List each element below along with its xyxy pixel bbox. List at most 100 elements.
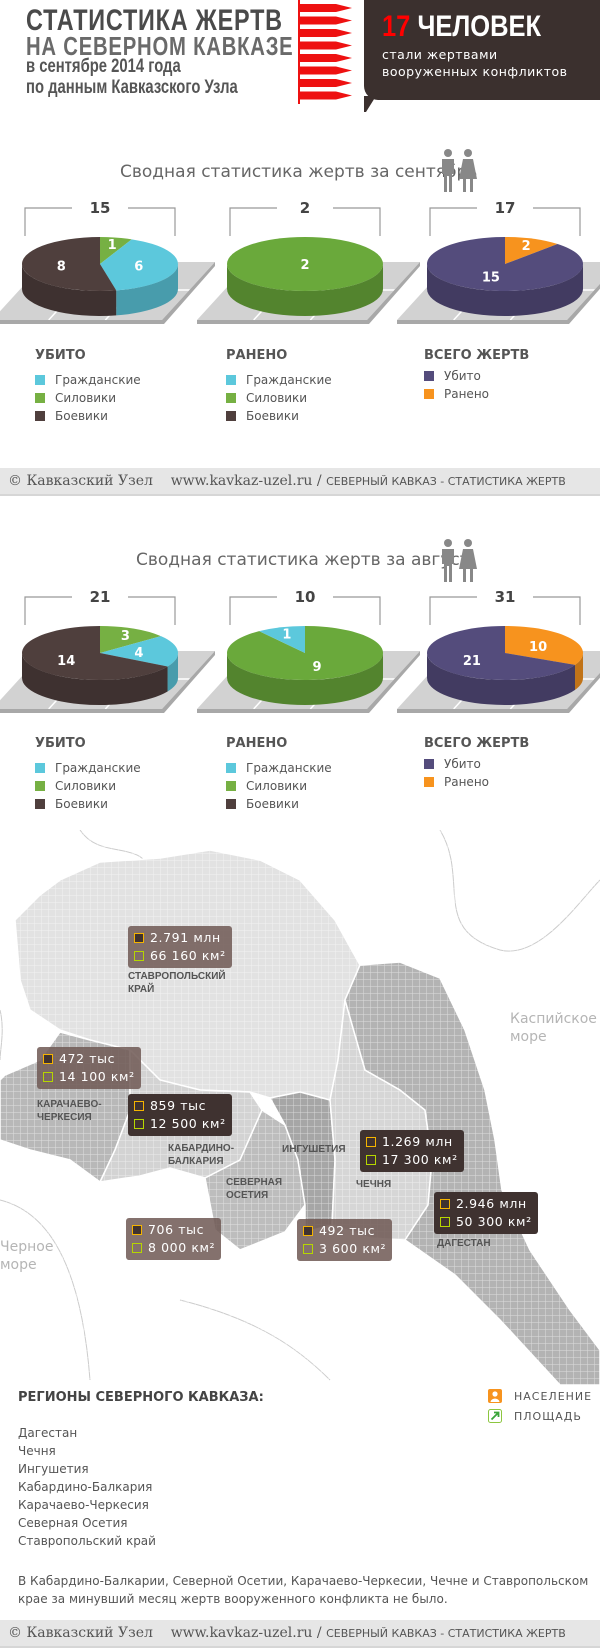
legend-label: Гражданские [246,373,332,387]
legend-label: Убито [444,369,481,383]
region-stats-box: 1.269 млн 17 300 км² [360,1130,464,1172]
bullet-icon [298,66,352,75]
legend-swatch [424,371,434,381]
legend-label: Силовики [55,779,117,793]
region-name: ИНГУШЕТИЯ [282,1144,346,1155]
bullet-icon [298,79,352,87]
pie-legend: ВСЕГО ЖЕРТВ Убито Ранено [424,736,529,791]
legend-heading: ВСЕГО ЖЕРТВ [424,348,530,363]
footer-url[interactable]: www.kavkaz-uzel.ru / [170,1625,322,1641]
pie-slice-side [227,264,383,316]
pie-slice [427,626,576,681]
legend-heading: РАНЕНО [226,736,288,751]
region-population: 1.269 млн [382,1134,453,1149]
region-stats-box: 859 тыс 12 500 км² [128,1094,232,1136]
pie-slice [100,237,132,264]
pie-legend: УБИТО Гражданские Силовики Боевики [35,736,141,813]
pie-slice [259,626,305,653]
legend-item: Ранено [424,385,529,403]
legend-item: Гражданские [35,371,141,389]
victim-count: 17 [382,10,411,43]
region-population: 2.791 млн [150,930,221,945]
pie-slice [227,626,384,680]
region-population: 859 тыс [150,1098,207,1113]
pie-chart: 22 [197,199,420,324]
legend-swatch [424,389,434,399]
legend-label: Гражданские [55,761,141,775]
region-population: 492 тыс [319,1223,376,1238]
speech-tail [364,96,376,112]
pie-total: 15 [90,199,111,217]
legend-swatch [35,411,45,421]
region-area: 12 500 км² [150,1116,226,1131]
pie-chart: 31 10 21 [397,588,600,713]
bullet-icon [298,4,352,12]
population-icon [488,1389,502,1403]
area-icon [132,1243,142,1253]
legend-population: НАСЕЛЕНИЕ [514,1389,593,1403]
region-name: КАБАРДИНО- БАЛКАРИЯ [168,1143,235,1167]
legend-item: Силовики [226,389,332,407]
victim-count-caption: стали жертвами вооруженных конфликтов [382,47,568,79]
pie-chart: 10 9 1 [197,588,420,713]
pie-slice [21,237,117,291]
region-list-item: Ставропольский край [18,1534,156,1548]
region-area: 8 000 км² [148,1240,216,1255]
legend-swatch [35,393,45,403]
legend-label: Боевики [55,797,108,811]
regions-heading: РЕГИОНЫ СЕВЕРНОГО КАВКАЗА: [18,1390,264,1405]
region-stats-box: 2.946 млн 50 300 км² [434,1192,538,1234]
total-bracket [229,207,381,236]
population-icon [440,1199,450,1209]
area-icon [303,1244,313,1254]
legend-heading: УБИТО [35,348,86,363]
pie-slice-side [22,264,117,316]
pie-slice-label: 15 [482,271,500,286]
pie-slice-label: 21 [463,654,481,669]
footer: © Кавказский Узел www.kavkaz-uzel.ru / С… [0,1620,600,1648]
legend-swatch [35,763,45,773]
map-legend: НАСЕЛЕНИЕ ПЛОЩАДЬ [488,1386,592,1426]
legend-swatch [35,799,45,809]
pie-slice-side [167,653,178,692]
footer-caption: СЕВЕРНЫЙ КАВКАЗ - СТАТИСТИКА ЖЕРТВ [326,1627,566,1640]
section-title-august: Сводная статистика жертв за август [136,550,470,570]
region-area: 17 300 км² [382,1152,458,1167]
legend-swatch [424,759,434,769]
pie-slice-label: 2 [522,239,531,254]
pie-chart: 17 2 15 [397,199,600,324]
total-bracket [229,596,381,625]
pie-slice-label: 1 [108,238,117,253]
pie-slice-label: 14 [57,654,75,669]
header-source: по данным Кавказского Узла [26,77,238,98]
legend-label: Боевики [246,409,299,423]
legend-item: Боевики [226,795,332,813]
legend-item: Убито [424,367,529,385]
pie-legend: РАНЕНО Гражданские Силовики Боевики [226,736,332,813]
area-icon [488,1409,502,1423]
legend-item: Гражданские [226,371,332,389]
footer-url[interactable]: www.kavkaz-uzel.ru / [170,473,322,489]
bullet-icon [298,91,352,100]
pie-chart: 21 34 14 [0,588,215,713]
pie-slice-label: 4 [134,646,143,661]
region-list-item: Чечня [18,1444,56,1458]
pie-slice-side [575,653,583,690]
pie-slice-side [116,264,178,316]
legend-swatch [35,781,45,791]
legend-swatch [226,799,236,809]
header-subtitle: НА СЕВЕРНОМ КАВКАЗЕ [26,31,294,61]
total-bracket [429,596,581,625]
note-text: В Кабардино-Балкарии, Северной Осетии, К… [18,1574,589,1606]
region-area: 50 300 км² [456,1214,532,1229]
footer-copyright: © Кавказский Узел [8,1625,153,1641]
legend-item: Силовики [35,389,141,407]
pie-total: 21 [90,588,111,606]
legend-heading: УБИТО [35,736,86,751]
legend-swatch [35,375,45,385]
pie-total: 10 [295,588,316,606]
region-population: 706 тыс [148,1222,205,1237]
pie-slice [100,239,179,291]
legend-swatch [226,763,236,773]
region-list-item: Кабардино-Балкария [18,1480,153,1494]
